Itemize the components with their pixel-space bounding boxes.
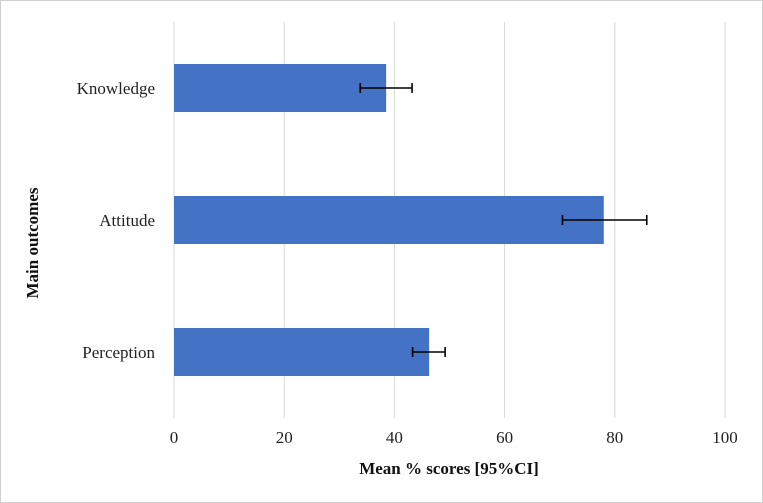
bar-attitude	[174, 196, 604, 244]
x-tick-label-20: 20	[276, 428, 293, 447]
category-label-perception: Perception	[82, 343, 155, 362]
x-tick-labels: 0 20 40 60 80 100	[170, 428, 738, 447]
category-labels: Knowledge Attitude Perception	[77, 79, 156, 362]
category-label-knowledge: Knowledge	[77, 79, 155, 98]
x-tick-label-40: 40	[386, 428, 403, 447]
error-bars	[359, 83, 648, 357]
bars	[174, 64, 604, 376]
x-tick-label-80: 80	[606, 428, 623, 447]
bar-knowledge	[174, 64, 387, 112]
x-tick-label-0: 0	[170, 428, 179, 447]
x-tick-label-60: 60	[496, 428, 513, 447]
category-label-attitude: Attitude	[99, 211, 155, 230]
x-axis-title: Mean % scores [95%CI]	[359, 459, 539, 478]
x-tick-label-100: 100	[712, 428, 738, 447]
y-axis-title: Main outcomes	[23, 187, 42, 298]
bar-perception	[174, 328, 430, 376]
